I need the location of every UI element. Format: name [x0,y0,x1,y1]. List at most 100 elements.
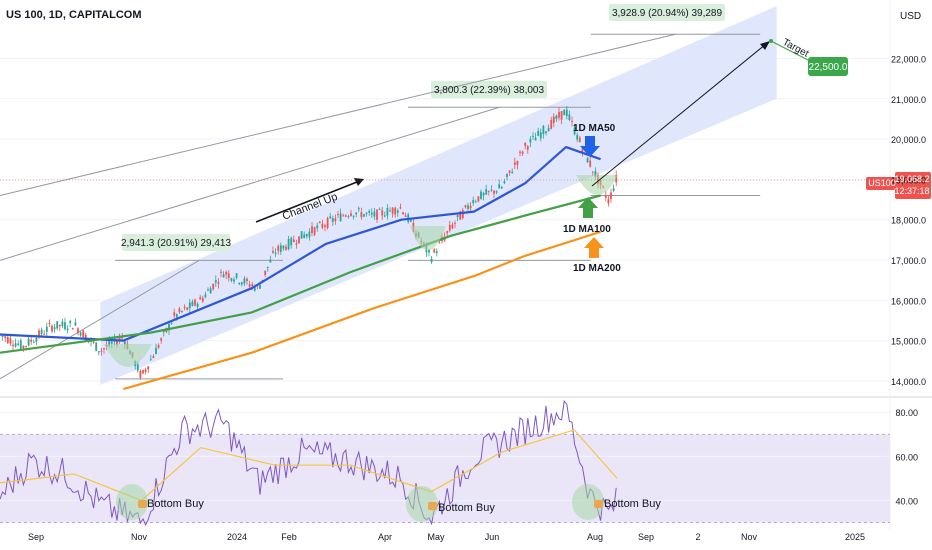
candle-body-152 [394,207,397,215]
candle-body-229 [594,171,597,177]
candle-body-168 [435,251,438,254]
time-axis-tick-6: Jun [485,532,500,542]
time-axis-tick-9: 2 [695,532,700,542]
candle-body-187 [485,189,488,195]
candle-body-23 [58,324,61,327]
ma-line-0 [0,146,601,342]
candle-body-120 [311,226,313,234]
candle-body-79 [204,294,207,298]
candle-body-173 [448,224,451,231]
candle-body-107 [277,246,280,251]
candle-body-103 [266,266,269,268]
candle-body-92 [238,282,241,284]
channel-up-polygon [100,6,777,385]
candle-body-131 [339,213,342,222]
ma200-label: 1D MA200 [573,263,621,274]
candle-body-226 [586,157,589,163]
candle-body-25 [64,322,66,330]
rsi-ma-line [0,429,618,502]
candle-body-59 [152,356,155,358]
candle-body-124 [321,223,324,228]
candle-body-96 [248,284,251,287]
candle-body-211 [547,127,550,132]
candle-body-222 [576,135,579,140]
bottom-buy-label-2: Bottom Buy [438,502,495,514]
time-axis-tick-4: Apr [378,532,392,542]
currency-label: USD [900,11,921,22]
candle-body-72 [186,307,189,310]
measure-3-label-box [609,4,725,21]
candle-body-17 [43,333,46,335]
ma200-arrow-icon [584,237,604,258]
candle-body-21 [53,327,56,330]
candle-body-182 [472,199,475,204]
candle-body-76 [196,303,199,307]
candle-body-117 [303,234,306,238]
candle-body-88 [227,273,230,279]
time-axis-tick-11: 2025 [845,532,865,542]
candle-body-135 [350,213,352,216]
channel-up-arrow [255,179,363,223]
rsi-axis-tick-1: 60.00 [895,452,918,462]
candle-body-188 [487,190,490,192]
candle-body-153 [396,210,399,213]
candle-body-154 [399,207,402,209]
candle-body-37 [95,342,98,351]
candle-body-190 [493,190,495,194]
candle-body-112 [290,237,293,246]
candle-body-60 [155,347,157,355]
candle-body-217 [563,109,566,116]
candle-body-189 [490,189,493,191]
measure-1-vertical [0,259,200,380]
bottom-buy-zone-price-3 [576,175,618,195]
price-axis-tick-4: 18,000.0 [891,216,926,226]
time-axis-tick-2: 2024 [227,532,247,542]
candle-body-126 [326,218,329,229]
bottom-buy-zone-rsi-2 [406,486,438,522]
candle-body-42 [108,340,111,346]
candle-body-180 [467,205,469,209]
measure-1-label: 2,941.3 (20.91%) 29,413 [121,238,232,249]
candle-body-40 [103,348,105,350]
candle-body-45 [116,341,118,345]
candle-body-58 [149,359,152,361]
candle-body-14 [35,337,38,342]
candle-body-219 [568,114,571,120]
candle-body-165 [428,249,430,253]
bottom-buy-zone-price-1 [104,344,152,367]
candle-body-141 [365,212,368,214]
candle-body-167 [433,249,436,253]
candle-body-215 [558,111,560,118]
candle-body-216 [560,111,563,120]
time-axis-tick-1: Nov [131,532,148,542]
candle-body-108 [279,245,282,252]
candle-body-68 [175,314,178,318]
candle-body-85 [220,271,222,273]
candle-body-145 [376,209,378,220]
bottom-buy-zone-price-2 [410,226,446,251]
candle-body-73 [188,302,191,309]
candle-body-116 [300,231,303,239]
candle-body-91 [235,273,238,278]
candle-body-74 [191,301,194,306]
candle-body-227 [589,160,592,167]
candle-body-4 [9,338,12,344]
candle-body-24 [61,321,64,326]
candle-body-57 [147,366,150,370]
candle-body-75 [194,299,196,306]
candle-body-90 [233,279,235,282]
price-axis-tick-3: 17,000.0 [891,256,926,266]
projection-arrow [591,43,767,187]
candle-body-146 [378,208,381,210]
pointing-hand-icon-3 [594,500,603,508]
channel-up-band [100,6,777,385]
candle-body-208 [539,132,542,139]
candle-body-111 [287,238,290,250]
candle-body-38 [97,351,100,353]
candle-body-67 [173,312,176,316]
rsi-axis-tick-2: 80.00 [895,408,918,418]
measure-1-label-box [122,234,230,251]
candle-body-130 [337,214,339,216]
time-axis-tick-0: Sep [28,532,44,542]
